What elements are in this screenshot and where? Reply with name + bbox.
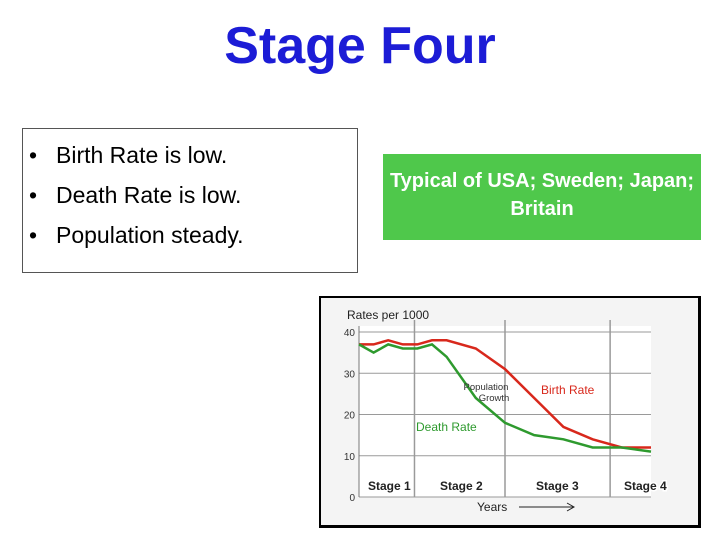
examples-note-text: Typical of USA; Sweden; Japan; Britain — [389, 170, 695, 220]
x-axis-arrow-head — [566, 502, 576, 512]
population-growth-label-line1: Population — [464, 382, 509, 393]
y-tick-label: 0 — [349, 493, 355, 504]
chart-svg: 0 10 20 30 40 Stage 1 Stage 2 Stage 3 Stage 4 Bir… — [344, 308, 669, 514]
y-tick-label: 20 — [344, 411, 356, 422]
population-growth-label-line2: Growth — [479, 393, 510, 404]
bullet-dot: • — [29, 182, 38, 208]
y-tick-label: 10 — [344, 452, 356, 463]
bullet-text: Population steady. — [56, 222, 244, 248]
x-axis-title: Years — [477, 500, 507, 514]
stage-label: Stage 2 — [440, 479, 483, 493]
bullet-item: • Population steady. — [29, 215, 357, 255]
death-rate-label: Death Rate — [416, 420, 477, 434]
demographic-transition-chart: 0 10 20 30 40 Stage 1 Stage 2 Stage 3 Stage 4 Bir… — [319, 296, 701, 528]
series-line-death-rate — [358, 343, 652, 453]
bullet-item: • Death Rate is low. — [29, 175, 357, 215]
birth-rate-label: Birth Rate — [541, 383, 595, 397]
series-line-birth-rate — [359, 339, 651, 449]
bullet-dot: • — [29, 222, 38, 248]
y-axis-title: Rates per 1000 — [347, 308, 429, 322]
bullet-item: • Birth Rate is low. — [29, 135, 357, 175]
slide-title: Stage Four — [224, 17, 496, 75]
y-tick-label: 40 — [344, 328, 356, 339]
bullet-text: Birth Rate is low. — [56, 142, 228, 168]
bullet-dot: • — [29, 142, 38, 168]
bullet-text: Death Rate is low. — [56, 182, 242, 208]
examples-note-box: Typical of USA; Sweden; Japan; Britain — [383, 154, 701, 240]
stage-label: Stage 3 — [536, 479, 579, 493]
stage-label: Stage 4 — [624, 479, 667, 493]
y-tick-label: 30 — [344, 369, 356, 380]
stage-label: Stage 1 — [368, 479, 411, 493]
bullet-list-box: • Birth Rate is low. • Death Rate is low. … — [22, 128, 358, 273]
